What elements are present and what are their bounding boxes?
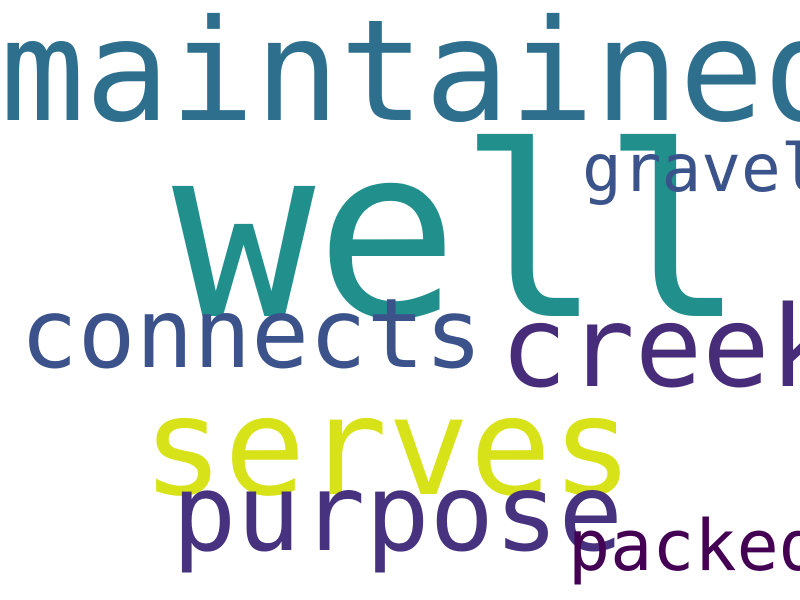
word-packed: packed <box>568 505 800 587</box>
word-well: well <box>172 96 746 373</box>
word-purpose: purpose <box>172 452 623 576</box>
word-serves: serves <box>142 369 634 527</box>
word-gravel: gravel <box>582 130 800 207</box>
word-connects: connects <box>20 278 483 390</box>
word-creek: creek <box>500 283 800 413</box>
word-maintained: maintained <box>0 0 800 154</box>
